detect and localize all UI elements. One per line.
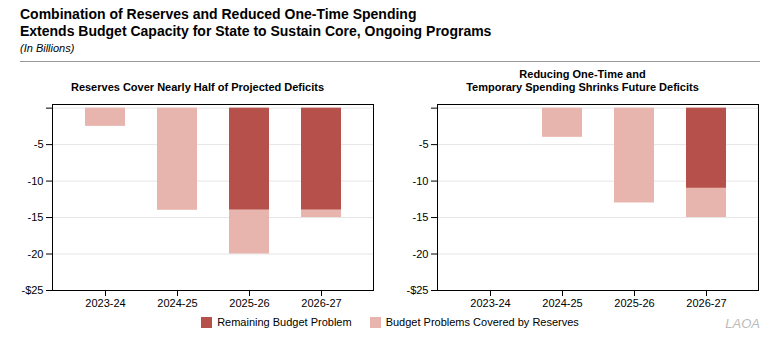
svg-text:-15: -15 bbox=[413, 211, 429, 223]
svg-text:2025-26: 2025-26 bbox=[614, 297, 654, 309]
svg-text:-5: -5 bbox=[34, 138, 44, 150]
html-text:Extends Budget Capacity for St: Extends Budget Capacity for State to Sus… bbox=[20, 23, 492, 39]
svg-text:-15: -15 bbox=[28, 211, 44, 223]
svg-text:-$25: -$25 bbox=[21, 284, 43, 296]
html-text:Budget Problems Covered by Res: Budget Problems Covered by Reserves bbox=[385, 316, 579, 328]
html-text:Reducing One-Time and: Reducing One-Time and bbox=[519, 68, 646, 80]
svg-text:-10: -10 bbox=[413, 175, 429, 187]
svg-text:2023-24: 2023-24 bbox=[470, 297, 510, 309]
html-text:Remaining Budget Problem: Remaining Budget Problem bbox=[217, 316, 352, 328]
svg-text:2026-27: 2026-27 bbox=[301, 297, 341, 309]
html-text:(In Billions): (In Billions) bbox=[20, 42, 75, 54]
html-text:Combination of Reserves and Re: Combination of Reserves and Reduced One-… bbox=[20, 6, 417, 22]
svg-text:2023-24: 2023-24 bbox=[85, 297, 125, 309]
svg-text:-10: -10 bbox=[28, 175, 44, 187]
svg-text:-5: -5 bbox=[419, 138, 429, 150]
svg-text:2026-27: 2026-27 bbox=[686, 297, 726, 309]
html-text:Temporary Spending Shrinks Fut: Temporary Spending Shrinks Future Defici… bbox=[466, 81, 699, 93]
svg-text:-$25: -$25 bbox=[406, 284, 428, 296]
svg-text:-20: -20 bbox=[28, 248, 44, 260]
svg-text:2024-25: 2024-25 bbox=[542, 297, 582, 309]
html-text:LAOA: LAOA bbox=[725, 316, 760, 331]
svg-text:2025-26: 2025-26 bbox=[229, 297, 269, 309]
html-text:Reserves Cover Nearly Half of: Reserves Cover Nearly Half of Projected … bbox=[70, 81, 324, 93]
svg-text:-20: -20 bbox=[413, 248, 429, 260]
svg-text:2024-25: 2024-25 bbox=[157, 297, 197, 309]
